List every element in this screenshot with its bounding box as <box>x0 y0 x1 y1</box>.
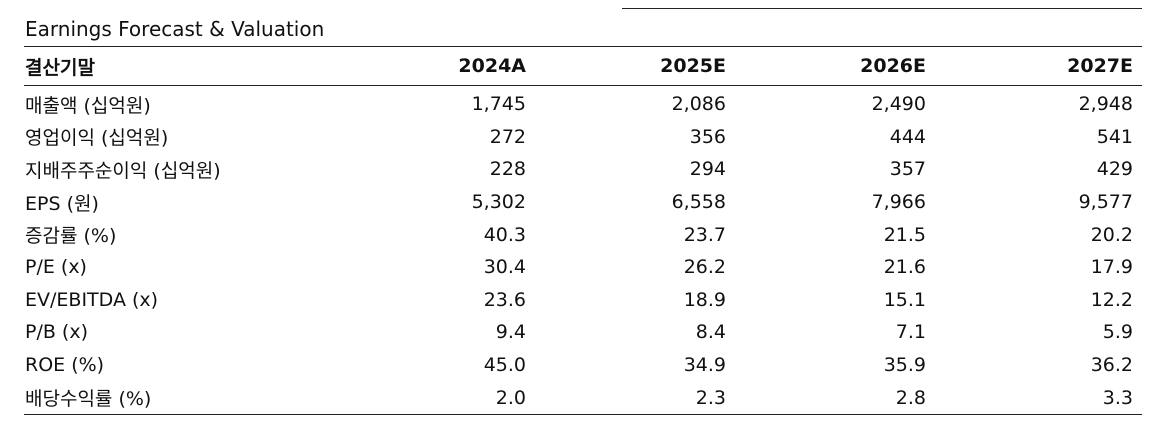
cell-value: 7,966 <box>871 191 926 214</box>
cell-value: 26.2 <box>683 256 726 279</box>
header-fiscal-year-end: 결산기말 <box>24 46 334 86</box>
cell-value: 23.6 <box>483 288 526 311</box>
cell-value: 444 <box>889 125 926 148</box>
cell-value: 23.7 <box>683 223 726 246</box>
cell-value: 294 <box>689 158 726 181</box>
table-row: P/E (x) 30.4 26.2 21.6 17.9 <box>24 251 1142 284</box>
table-row: 지배주주순이익 (십억원) 228 294 357 429 <box>24 153 1142 186</box>
row-label: 배당수익률 (%) <box>24 381 334 415</box>
table-row: P/B (x) 9.4 8.4 7.1 5.9 <box>24 316 1142 349</box>
cell-value: 541 <box>1096 125 1133 148</box>
cell-value: 356 <box>689 125 726 148</box>
cell-value: 272 <box>489 125 526 148</box>
table-row: 배당수익률 (%) 2.0 2.3 2.8 3.3 <box>24 381 1142 415</box>
header-2024a: 2024A <box>334 46 535 86</box>
cell-value: 20.2 <box>1090 223 1133 246</box>
header-2027e: 2027E <box>935 46 1142 86</box>
cell-value: 1,745 <box>471 93 526 116</box>
cell-value: 2.8 <box>735 381 935 415</box>
table-row: 증감률 (%) 40.3 23.7 21.5 20.2 <box>24 218 1142 251</box>
row-label: EV/EBITDA (x) <box>25 288 159 311</box>
cell-value: 2,948 <box>1078 93 1133 116</box>
row-label: P/B (x) <box>25 321 89 344</box>
table-row: 매출액 (십억원) 1,745 2,086 2,490 2,948 <box>24 86 1142 121</box>
cell-value: 5,302 <box>471 191 526 214</box>
cell-value: 2,086 <box>671 93 726 116</box>
header-2025e: 2025E <box>535 46 735 86</box>
cell-value: 17.9 <box>1090 256 1133 279</box>
table-row: ROE (%) 45.0 34.9 35.9 36.2 <box>24 349 1142 382</box>
table-row: EV/EBITDA (x) 23.6 18.9 15.1 12.2 <box>24 284 1142 317</box>
cell-value: 2,490 <box>871 93 926 116</box>
cell-value: 2.3 <box>535 381 735 415</box>
header-2026e: 2026E <box>735 46 935 86</box>
row-label: EPS (원) <box>25 192 99 215</box>
cell-value: 12.2 <box>1090 288 1133 311</box>
cell-value: 9,577 <box>1078 191 1133 214</box>
cell-value: 40.3 <box>483 223 526 246</box>
cell-value: 2.0 <box>334 381 535 415</box>
table-row: EPS (원) 5,302 6,558 7,966 9,577 <box>24 186 1142 219</box>
table-title: Earnings Forecast & Valuation <box>25 17 325 41</box>
cell-value: 9.4 <box>495 321 526 344</box>
cell-value: 36.2 <box>1090 354 1133 377</box>
row-label: 매출액 (십억원) <box>25 94 151 117</box>
cell-value: 21.5 <box>883 223 926 246</box>
cell-value: 357 <box>889 158 926 181</box>
cell-value: 228 <box>489 158 526 181</box>
cell-value: 429 <box>1096 158 1133 181</box>
cell-value: 3.3 <box>935 381 1142 415</box>
top-divider-fragment <box>622 0 1142 9</box>
cell-value: 35.9 <box>883 354 926 377</box>
row-label: 영업이익 (십억원) <box>25 127 169 150</box>
cell-value: 34.9 <box>683 354 726 377</box>
cell-value: 7.1 <box>895 321 926 344</box>
cell-value: 5.9 <box>1102 321 1133 344</box>
cell-value: 21.6 <box>883 256 926 279</box>
cell-value: 18.9 <box>683 288 726 311</box>
row-label: ROE (%) <box>25 354 105 377</box>
cell-value: 8.4 <box>695 321 726 344</box>
header-row: 결산기말 2024A 2025E 2026E 2027E <box>24 46 1142 86</box>
cell-value: 15.1 <box>883 288 926 311</box>
row-label: P/E (x) <box>25 256 87 279</box>
row-label: 지배주주순이익 (십억원) <box>25 159 221 182</box>
table-row: 영업이익 (십억원) 272 356 444 541 <box>24 121 1142 154</box>
earnings-forecast-table: 결산기말 2024A 2025E 2026E 2027E 매출액 (십억원) 1… <box>24 46 1142 415</box>
cell-value: 45.0 <box>483 354 526 377</box>
row-label: 증감률 (%) <box>25 225 117 248</box>
cell-value: 6,558 <box>671 191 726 214</box>
cell-value: 30.4 <box>483 256 526 279</box>
